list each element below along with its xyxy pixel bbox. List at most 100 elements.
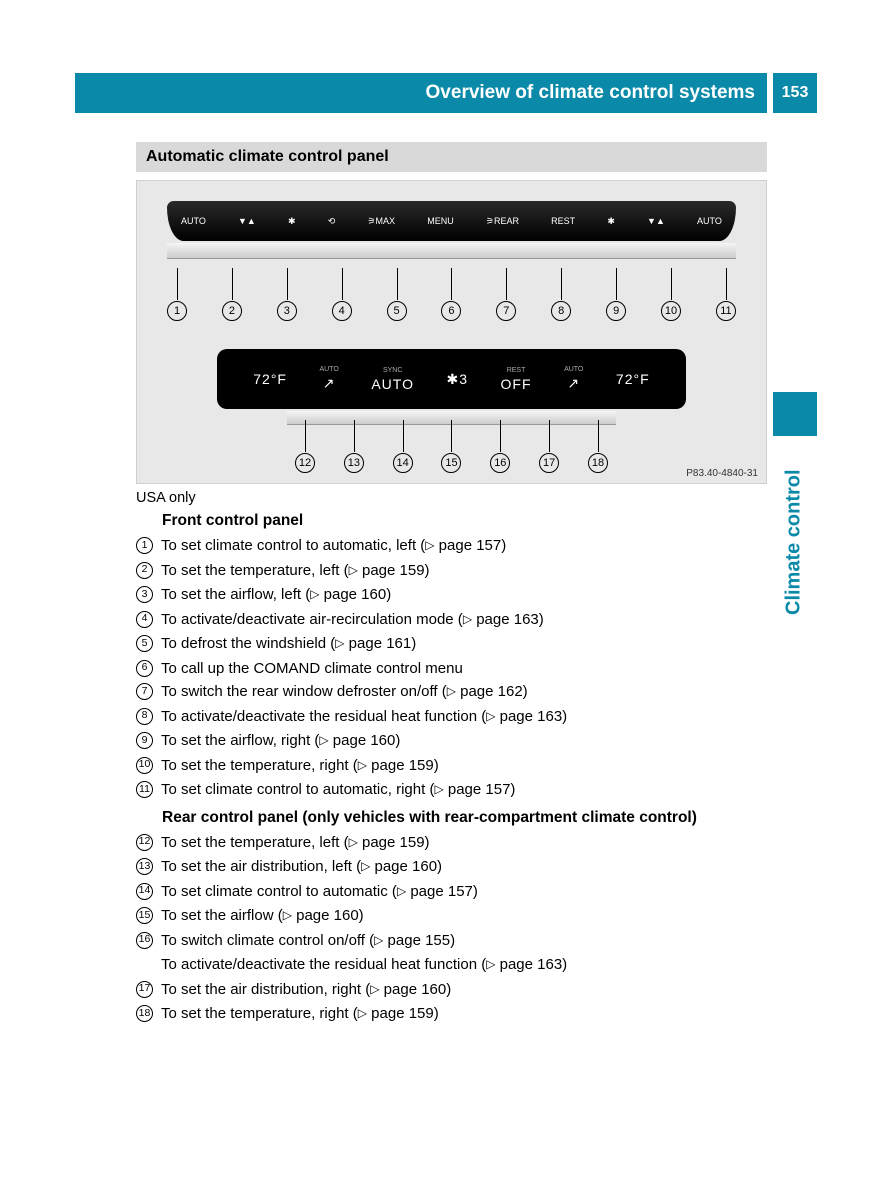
item-text: To set the airflow (▷ page 160) [161,904,767,929]
item-number-circle: 14 [136,883,153,900]
rear-display-segment: SYNCAUTO [371,367,414,392]
list-item: 7 To switch the rear window defroster on/… [136,680,767,705]
list-item: 10 To set the temperature, right (▷ page … [136,754,767,779]
page-header: Overview of climate control systems 153 [75,73,817,113]
item-number-circle: 7 [136,683,153,700]
item-number-circle: 13 [136,858,153,875]
panel-button: ⚞MAX [367,216,395,227]
item-text: To set the airflow, right (▷ page 160) [161,729,767,754]
item-number-circle: 11 [136,781,153,798]
list-item: 15 To set the airflow (▷ page 160) [136,904,767,929]
list-item: 18 To set the temperature, right (▷ page … [136,1002,767,1027]
callout-circle: 3 [277,301,297,321]
item-text: To set the temperature, right (▷ page 15… [161,1002,767,1027]
callout-circle: 10 [661,301,681,321]
region-note: USA only [136,490,767,506]
item-number-circle: 5 [136,635,153,652]
item-number-circle: 16 [136,932,153,949]
panel-button: ⚞REAR [486,216,519,227]
list-item: 11 To set climate control to automatic, r… [136,778,767,803]
item-number-circle: 2 [136,562,153,579]
callouts-row-bottom: 12131415161718 [295,453,608,473]
callout-circle: 15 [441,453,461,473]
item-text: To activate/deactivate the residual heat… [161,953,767,978]
panel-button: ⟲ [328,216,336,227]
item-text: To set the temperature, left (▷ page 159… [161,831,767,856]
item-number-circle: 4 [136,611,153,628]
list-item: 8 To activate/deactivate the residual hea… [136,705,767,730]
item-number-circle: 18 [136,1005,153,1022]
figure-code: P83.40-4840-31 [686,468,758,479]
item-text: To switch the rear window defroster on/o… [161,680,767,705]
panel-button: ✱ [607,216,615,227]
item-text: To set the air distribution, right (▷ pa… [161,978,767,1003]
rear-display-segment: ✱3 [447,371,469,388]
item-number-circle: 3 [136,586,153,603]
item-text: To set the air distribution, left (▷ pag… [161,855,767,880]
list-item: 5 To defrost the windshield (▷ page 161) [136,632,767,657]
front-panel-trim [167,243,736,259]
callouts-row-top: 1234567891011 [167,301,736,321]
item-number-circle: 9 [136,732,153,749]
panel-button: AUTO [697,216,722,226]
item-text: To defrost the windshield (▷ page 161) [161,632,767,657]
callout-circle: 1 [167,301,187,321]
callout-circle: 13 [344,453,364,473]
item-text: To set climate control to automatic (▷ p… [161,880,767,905]
rear-display-segment: 72°F [253,371,287,387]
callout-circle: 18 [588,453,608,473]
list-item: 4 To activate/deactivate air-recirculatio… [136,608,767,633]
list-item: 3 To set the airflow, left (▷ page 160) [136,583,767,608]
figure: AUTO▼▲✱⟲⚞MAXMENU⚞REARREST✱▼▲AUTO 1234567… [136,180,767,484]
item-text: To set the temperature, right (▷ page 15… [161,754,767,779]
panel-button: ▼▲ [238,216,256,226]
item-text: To set climate control to automatic, rig… [161,778,767,803]
item-number-circle: 15 [136,907,153,924]
callout-circle: 12 [295,453,315,473]
callout-circle: 14 [393,453,413,473]
callout-circle: 16 [490,453,510,473]
callout-circle: 11 [716,301,736,321]
page-title: Overview of climate control systems [75,73,767,113]
list-item: 9 To set the airflow, right (▷ page 160) [136,729,767,754]
panel-button: AUTO [181,216,206,226]
rear-panel-heading: Rear control panel (only vehicles with r… [162,809,767,827]
list-item: 12 To set the temperature, left (▷ page 1… [136,831,767,856]
item-text: To set the airflow, left (▷ page 160) [161,583,767,608]
figure-top-panel: AUTO▼▲✱⟲⚞MAXMENU⚞REARREST✱▼▲AUTO 1234567… [137,181,766,329]
item-text: To activate/deactivate air-recirculation… [161,608,767,633]
list-item: 14 To set climate control to automatic (▷… [136,880,767,905]
content-area: Automatic climate control panel AUTO ▼▲ ✱ ⟲… [136,142,767,1027]
front-panel-strip: AUTO▼▲✱⟲⚞MAXMENU⚞REARREST✱▼▲AUTO [167,201,736,241]
item-number-circle: 1 [136,537,153,554]
front-item-list: 1 To set climate control to automatic, le… [136,534,767,803]
list-item: 2To set the temperature, left (▷ page 15… [136,559,767,584]
item-number-circle: 12 [136,834,153,851]
item-number-circle: 17 [136,981,153,998]
list-item: 16 To switch climate control on/off (▷ pa… [136,929,767,954]
callout-circle: 9 [606,301,626,321]
item-number-circle: 8 [136,708,153,725]
rear-display-segment: AUTO↗ [564,366,583,392]
side-tab-accent [773,392,817,436]
item-text: To call up the COMAND climate control me… [161,657,767,681]
section-heading: Automatic climate control panel [136,142,767,172]
rear-panel-display: 72°F AUTO↗ SYNCAUTO ✱3 RESTOFF AUTO↗ 72°F [217,349,686,409]
rear-display-segment: 72°F [616,371,650,387]
item-number-circle: 10 [136,757,153,774]
rear-display-segment: RESTOFF [501,367,532,392]
list-item: 13 To set the air distribution, left (▷ p… [136,855,767,880]
callout-circle: 6 [441,301,461,321]
page-number: 153 [773,73,817,113]
callout-circle: 5 [387,301,407,321]
rear-display-segment: AUTO↗ [320,366,339,392]
side-tab-label: Climate control [774,440,814,615]
callout-circle: 8 [551,301,571,321]
front-panel-heading: Front control panel [162,512,767,530]
item-text: To set climate control to automatic, lef… [161,534,767,559]
callout-circle: 4 [332,301,352,321]
panel-button: REST [551,216,575,226]
item-text: To switch climate control on/off (▷ page… [161,929,767,954]
list-item: To activate/deactivate the residual heat… [136,953,767,978]
item-text: To activate/deactivate the residual heat… [161,705,767,730]
